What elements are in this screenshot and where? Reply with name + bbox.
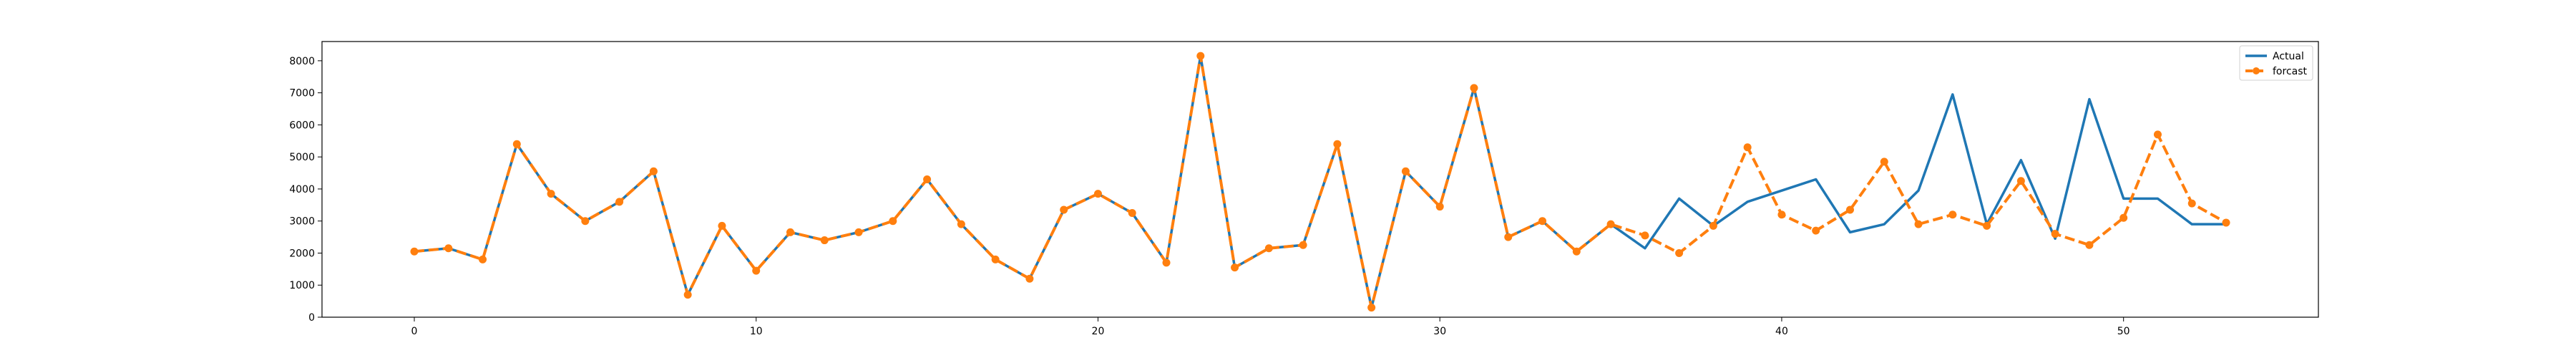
y-tick-label: 4000 <box>289 184 315 195</box>
data-point-forecast <box>957 220 965 228</box>
data-point-forecast <box>547 190 555 198</box>
data-point-forecast <box>1333 140 1342 148</box>
y-tick-label: 3000 <box>289 216 315 228</box>
x-tick-label: 20 <box>1092 326 1105 337</box>
data-point-forecast <box>2051 230 2059 238</box>
data-point-forecast <box>718 221 726 230</box>
data-point-forecast <box>512 140 521 148</box>
data-point-forecast <box>1538 217 1547 226</box>
legend-label: forcast <box>2273 66 2308 77</box>
y-tick-label: 2000 <box>289 248 315 259</box>
data-point-forecast <box>1435 203 1444 211</box>
x-tick-label: 50 <box>2117 326 2130 337</box>
data-point-forecast <box>1504 233 1513 241</box>
y-tick-label: 7000 <box>289 88 315 100</box>
data-point-forecast <box>1606 220 1615 228</box>
data-point-forecast <box>1675 248 1684 257</box>
data-point-forecast <box>410 247 419 256</box>
data-point-forecast <box>991 255 1000 263</box>
data-point-forecast <box>1880 158 1888 166</box>
data-point-forecast <box>923 175 932 183</box>
data-point-forecast <box>1777 211 1786 219</box>
x-axis: 0 10 20 30 40 50 <box>411 317 2130 337</box>
data-point-forecast <box>615 198 624 206</box>
data-point-forecast <box>1470 84 1478 92</box>
data-point-forecast <box>752 266 761 275</box>
data-point-forecast <box>1572 247 1581 256</box>
data-point-forecast <box>444 244 453 253</box>
x-tick-label: 30 <box>1433 326 1446 337</box>
data-point-forecast <box>1812 226 1820 235</box>
data-point-forecast <box>889 217 897 226</box>
data-point-forecast <box>786 228 794 236</box>
data-point-forecast <box>1231 263 1239 272</box>
y-tick-label: 1000 <box>289 280 315 291</box>
data-point-forecast <box>820 236 829 245</box>
data-point-forecast <box>1401 167 1410 175</box>
data-point-forecast <box>649 167 658 175</box>
series-line-forecast <box>414 54 2227 309</box>
data-point-forecast <box>581 217 590 226</box>
data-point-forecast <box>2187 199 2196 208</box>
y-tick-label: 8000 <box>289 56 315 67</box>
data-point-forecast <box>1299 241 1307 249</box>
data-point-forecast <box>1025 274 1034 283</box>
data-point-forecast <box>1948 211 1957 219</box>
data-point-forecast <box>479 255 487 263</box>
data-point-forecast <box>1914 220 1923 228</box>
data-point-forecast <box>2085 241 2094 249</box>
x-tick-label: 10 <box>750 326 763 337</box>
data-point-forecast <box>2016 177 2025 185</box>
data-point-forecast <box>1846 205 1854 214</box>
x-tick-label: 40 <box>1775 326 1788 337</box>
legend-label: Actual <box>2273 51 2304 62</box>
data-point-forecast <box>1162 258 1171 267</box>
y-tick-label: 6000 <box>289 120 315 131</box>
y-tick-label: 0 <box>308 312 315 324</box>
series-layer <box>410 52 2230 312</box>
y-tick-label: 5000 <box>289 152 315 163</box>
y-axis: 0 1000 2000 3000 4000 5000 6000 7000 8000 <box>289 56 322 324</box>
data-point-forecast <box>2222 218 2230 227</box>
data-point-forecast <box>683 291 692 299</box>
data-point-forecast <box>1093 190 1102 198</box>
data-point-forecast <box>2119 213 2128 222</box>
data-point-forecast <box>1196 52 1205 60</box>
legend: Actual forcast <box>2239 45 2313 81</box>
data-point-forecast <box>2153 130 2162 139</box>
legend-marker <box>2253 67 2260 74</box>
data-point-forecast <box>1709 221 1717 230</box>
data-point-forecast <box>1128 209 1136 218</box>
data-point-forecast <box>1743 143 1752 152</box>
data-point-forecast <box>1060 205 1068 214</box>
data-point-forecast <box>1641 231 1649 240</box>
data-point-forecast <box>1983 221 1991 230</box>
data-point-forecast <box>854 228 863 236</box>
x-tick-label: 0 <box>411 326 418 337</box>
data-point-forecast <box>1264 244 1273 253</box>
data-point-forecast <box>1367 304 1376 312</box>
